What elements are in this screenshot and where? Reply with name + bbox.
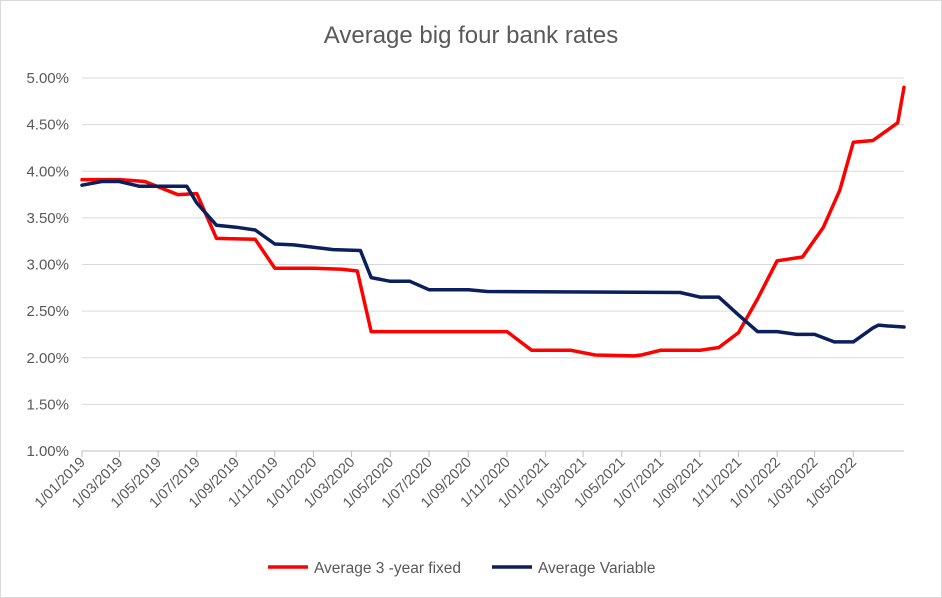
y-tick-label: 4.50% <box>26 117 69 134</box>
y-tick-label: 3.50% <box>26 210 69 227</box>
series-lines <box>80 85 906 358</box>
legend-label-variable: Average Variable <box>538 560 655 577</box>
y-tick-label: 5.00% <box>26 70 69 87</box>
y-tick-label: 1.00% <box>26 443 69 460</box>
legend-label-fixed: Average 3 -year fixed <box>314 560 461 577</box>
series-line-fixed <box>80 85 906 358</box>
y-tick-label: 2.00% <box>26 350 69 367</box>
chart-title: Average big four bank rates <box>323 22 619 49</box>
series-line-variable <box>80 179 906 344</box>
y-tick-label: 3.00% <box>26 257 69 274</box>
y-tick-label: 2.50% <box>26 303 69 320</box>
y-tick-label: 4.00% <box>26 163 69 180</box>
legend: Average 3 -year fixed Average Variable <box>268 560 655 577</box>
y-tick-label: 1.50% <box>26 396 69 413</box>
gridlines <box>82 77 904 405</box>
